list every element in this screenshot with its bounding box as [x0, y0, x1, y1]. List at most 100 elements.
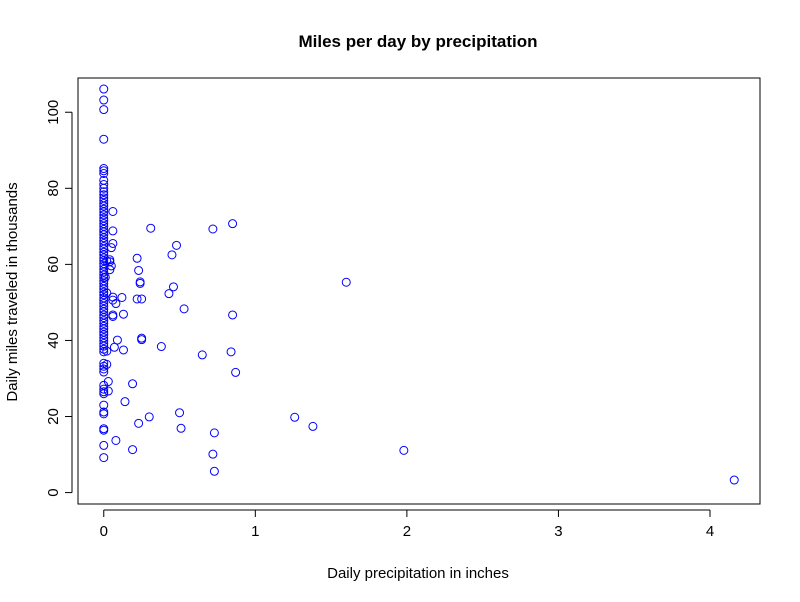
data-point	[106, 261, 116, 271]
data-point	[172, 240, 182, 250]
y-tick-label: 20	[45, 408, 62, 425]
data-point	[175, 408, 185, 418]
data-point	[99, 278, 109, 288]
y-tick-label: 40	[45, 332, 62, 349]
data-point	[179, 304, 189, 314]
x-tick-label: 2	[403, 523, 411, 540]
data-point	[176, 423, 186, 433]
data-point	[99, 453, 109, 463]
data-point	[99, 341, 109, 351]
data-point	[168, 282, 178, 292]
data-point	[108, 238, 118, 248]
data-point	[99, 267, 109, 277]
data-point	[99, 84, 109, 94]
y-tick-label: 80	[45, 180, 62, 197]
data-point	[144, 412, 154, 422]
data-point	[99, 230, 109, 240]
data-point	[99, 313, 109, 323]
data-point	[99, 389, 109, 399]
data-point	[99, 134, 109, 144]
x-tick-label: 3	[554, 523, 562, 540]
data-point	[208, 224, 218, 234]
data-point	[134, 265, 144, 275]
y-axis: 0 20 40 60 80 100	[45, 100, 73, 497]
data-point	[128, 445, 138, 455]
data-point	[197, 350, 207, 360]
data-point	[99, 201, 109, 211]
data-point	[111, 299, 121, 309]
data-point	[99, 164, 109, 174]
data-point	[99, 207, 109, 217]
data-point	[99, 364, 109, 374]
data-point	[290, 412, 300, 422]
data-point	[120, 397, 130, 407]
data-point	[156, 342, 166, 352]
data-point	[103, 377, 113, 387]
x-axis-label: Daily precipitation in inches	[327, 565, 509, 582]
data-point	[209, 466, 219, 476]
data-point	[103, 386, 113, 396]
data-point	[128, 379, 138, 389]
data-point	[99, 166, 109, 176]
data-point	[99, 400, 109, 410]
data-point	[99, 204, 109, 214]
data-point	[132, 253, 142, 263]
y-tick-label: 0	[45, 488, 62, 496]
data-point	[117, 292, 127, 302]
data-point	[99, 250, 109, 260]
x-tick-label: 0	[100, 523, 108, 540]
data-point	[99, 105, 109, 115]
data-point	[228, 310, 238, 320]
data-point	[99, 180, 109, 189]
data-point	[111, 435, 121, 445]
y-tick-label: 60	[45, 256, 62, 273]
data-point	[99, 195, 109, 205]
data-point	[209, 428, 219, 438]
data-point	[132, 294, 142, 304]
data-point	[137, 294, 147, 304]
data-point	[99, 318, 109, 328]
data-point	[108, 311, 118, 321]
data-point	[99, 330, 109, 340]
data-point	[99, 440, 109, 450]
data-point	[99, 367, 109, 377]
data-point	[102, 346, 112, 356]
data-point	[167, 250, 177, 260]
data-point	[102, 288, 112, 298]
data-point	[118, 345, 128, 355]
plot-area-frame	[77, 77, 761, 505]
data-point	[99, 233, 109, 243]
data-point	[99, 210, 109, 220]
y-axis-label: Daily miles traveled in thousands	[4, 182, 21, 401]
data-point	[99, 183, 109, 193]
data-point	[99, 95, 109, 105]
x-axis: 0 1 2 3 4	[100, 509, 714, 540]
data-point	[164, 289, 174, 299]
data-point	[100, 272, 110, 282]
data-point	[99, 168, 109, 178]
data-point	[102, 359, 112, 369]
data-point	[99, 301, 109, 311]
data-point	[137, 335, 147, 345]
data-point	[99, 256, 109, 266]
data-point	[308, 421, 318, 431]
chart-title: Miles per day by precipitation	[298, 32, 537, 51]
data-points	[99, 84, 739, 485]
data-point	[99, 187, 109, 197]
data-point	[135, 278, 145, 288]
data-point	[99, 384, 109, 394]
data-point	[134, 418, 144, 428]
data-point	[226, 347, 236, 357]
data-point	[99, 238, 109, 248]
data-point	[118, 309, 128, 319]
y-tick-label: 100	[45, 100, 62, 125]
data-point	[105, 265, 115, 275]
data-point	[146, 223, 156, 233]
data-point	[399, 445, 409, 455]
data-point	[99, 296, 109, 306]
data-point	[208, 449, 218, 459]
data-point	[108, 207, 118, 217]
data-point	[729, 475, 739, 485]
data-point	[99, 307, 109, 317]
data-point	[231, 367, 241, 377]
